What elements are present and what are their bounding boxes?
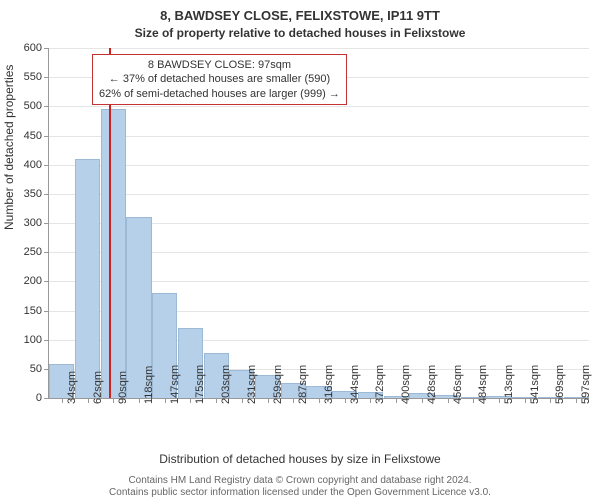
xtick-mark (370, 398, 371, 403)
xtick-label: 372sqm (374, 365, 386, 404)
gridline (49, 106, 589, 107)
property-annotation: 8 BAWDSEY CLOSE: 97sqm ← 37% of detached… (92, 54, 347, 105)
ytick-label: 0 (2, 392, 42, 404)
xtick-mark (190, 398, 191, 403)
xtick-mark (139, 398, 140, 403)
xtick-label: 287sqm (297, 365, 309, 404)
xtick-label: 456sqm (452, 365, 464, 404)
xtick-label: 597sqm (580, 365, 592, 404)
y-axis-label: Number of detached properties (2, 65, 16, 230)
xtick-label: 541sqm (529, 365, 541, 404)
annotation-line3: 62% of semi-detached houses are larger (… (99, 87, 340, 101)
xtick-mark (216, 398, 217, 403)
credit-line-2: Contains public sector information licen… (0, 487, 600, 498)
ytick-label: 600 (2, 42, 42, 54)
xtick-mark (473, 398, 474, 403)
ytick-mark (44, 311, 49, 312)
xtick-label: 175sqm (194, 365, 206, 404)
credit-line-1: Contains HM Land Registry data © Crown c… (0, 475, 600, 486)
xtick-label: 118sqm (143, 366, 155, 404)
ytick-mark (44, 369, 49, 370)
ytick-label: 500 (2, 100, 42, 112)
annotation-line2: ← 37% of detached houses are smaller (59… (99, 72, 340, 86)
ytick-mark (44, 252, 49, 253)
xtick-label: 147sqm (169, 365, 181, 404)
xtick-mark (293, 398, 294, 403)
xtick-label: 428sqm (426, 365, 438, 404)
ytick-mark (44, 106, 49, 107)
xtick-mark (499, 398, 500, 403)
xtick-mark (268, 398, 269, 403)
xtick-mark (319, 398, 320, 403)
xtick-label: 316sqm (323, 365, 335, 404)
gridline (49, 48, 589, 49)
ytick-label: 150 (2, 305, 42, 317)
property-size-chart: 8, BAWDSEY CLOSE, FELIXSTOWE, IP11 9TT S… (0, 0, 600, 500)
xtick-mark (525, 398, 526, 403)
xtick-mark (345, 398, 346, 403)
xtick-label: 259sqm (272, 365, 284, 404)
chart-subtitle: Size of property relative to detached ho… (0, 26, 600, 40)
ytick-label: 50 (2, 363, 42, 375)
chart-title: 8, BAWDSEY CLOSE, FELIXSTOWE, IP11 9TT (0, 8, 600, 23)
xtick-mark (396, 398, 397, 403)
x-axis-label: Distribution of detached houses by size … (0, 452, 600, 466)
xtick-mark (448, 398, 449, 403)
xtick-label: 231sqm (246, 365, 258, 404)
xtick-label: 90sqm (117, 371, 129, 404)
ytick-label: 200 (2, 275, 42, 287)
gridline (49, 165, 589, 166)
ytick-label: 300 (2, 217, 42, 229)
ytick-label: 550 (2, 71, 42, 83)
xtick-label: 569sqm (554, 365, 566, 404)
histogram-bar (101, 109, 126, 398)
xtick-mark (62, 398, 63, 403)
histogram-bar (75, 159, 100, 398)
ytick-mark (44, 194, 49, 195)
xtick-mark (422, 398, 423, 403)
ytick-label: 350 (2, 188, 42, 200)
xtick-mark (113, 398, 114, 403)
ytick-mark (44, 136, 49, 137)
xtick-mark (88, 398, 89, 403)
ytick-label: 400 (2, 159, 42, 171)
xtick-label: 513sqm (503, 365, 515, 404)
ytick-mark (44, 281, 49, 282)
xtick-label: 62sqm (92, 371, 104, 404)
gridline (49, 194, 589, 195)
annotation-line1: 8 BAWDSEY CLOSE: 97sqm (99, 58, 340, 72)
ytick-mark (44, 165, 49, 166)
xtick-label: 400sqm (400, 365, 412, 404)
ytick-mark (44, 223, 49, 224)
xtick-label: 203sqm (220, 365, 232, 404)
xtick-mark (242, 398, 243, 403)
ytick-mark (44, 48, 49, 49)
xtick-label: 34sqm (66, 371, 78, 404)
xtick-mark (576, 398, 577, 403)
xtick-mark (165, 398, 166, 403)
xtick-label: 344sqm (349, 365, 361, 404)
ytick-label: 250 (2, 246, 42, 258)
ytick-label: 450 (2, 130, 42, 142)
ytick-mark (44, 398, 49, 399)
ytick-label: 100 (2, 334, 42, 346)
plot-area: 34sqm62sqm90sqm118sqm147sqm175sqm203sqm2… (48, 48, 588, 398)
xtick-label: 484sqm (477, 365, 489, 404)
ytick-mark (44, 77, 49, 78)
ytick-mark (44, 340, 49, 341)
xtick-mark (550, 398, 551, 403)
gridline (49, 136, 589, 137)
